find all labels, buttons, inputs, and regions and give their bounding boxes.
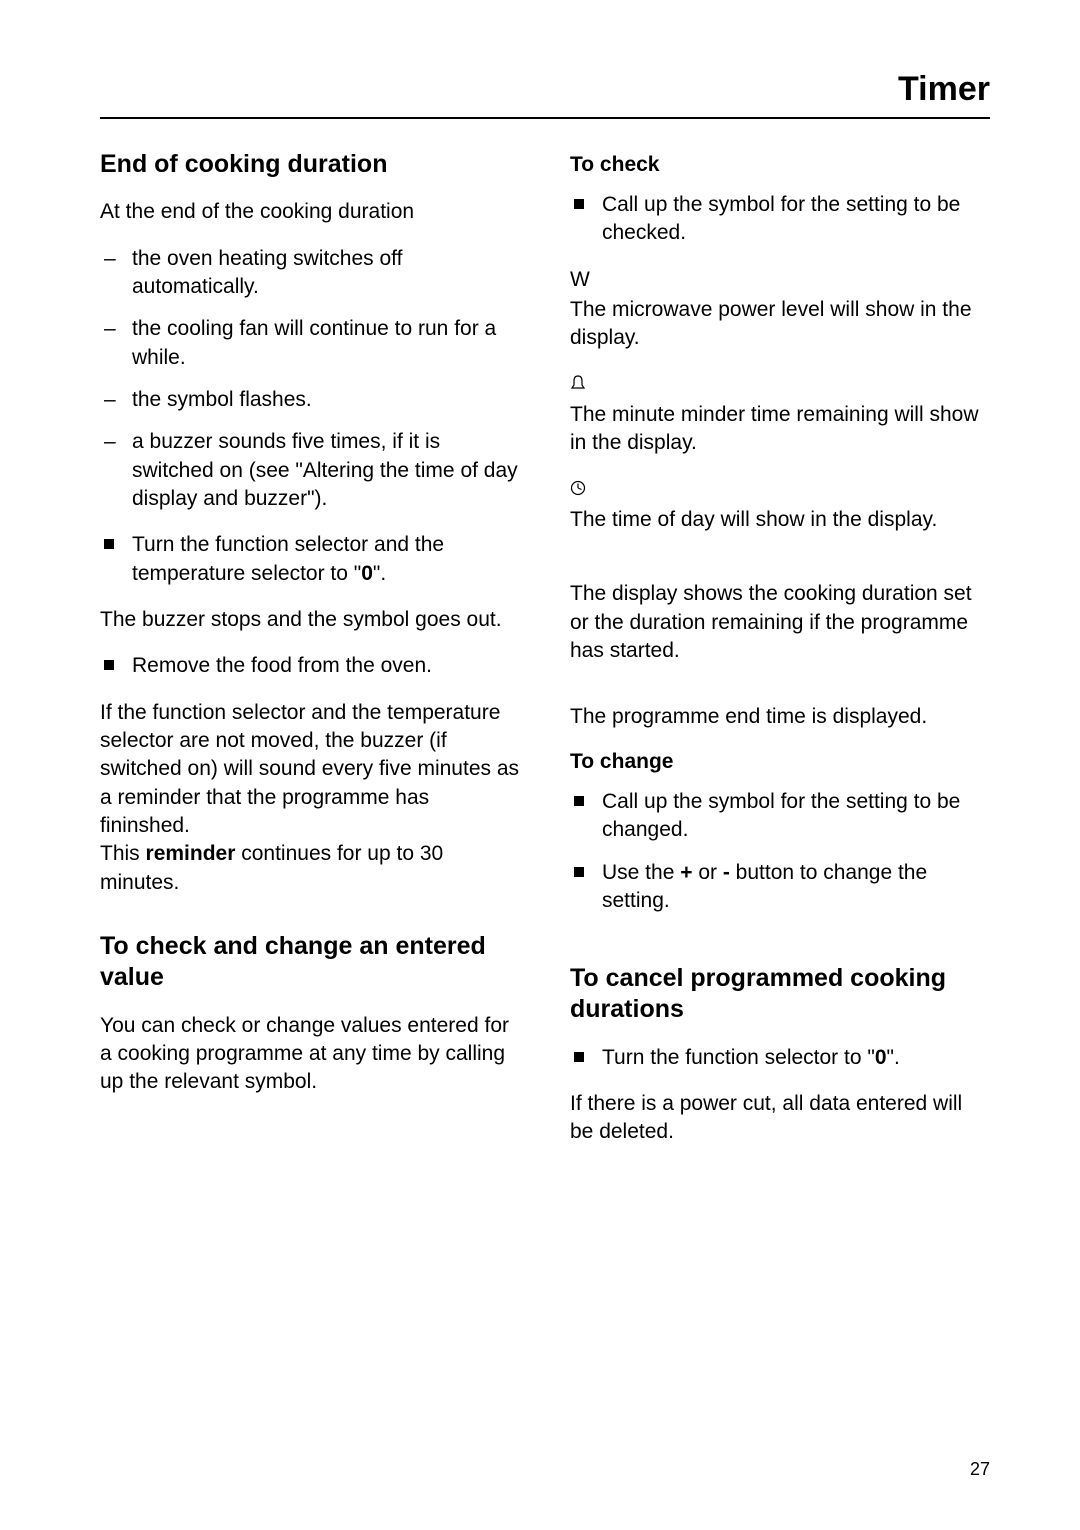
- list-item-text: Turn the function selector and the tempe…: [132, 533, 444, 584]
- list-item: the oven heating switches off automatica…: [100, 245, 520, 302]
- left-column: End of cooking duration At the end of th…: [100, 149, 520, 1165]
- content-columns: End of cooking duration At the end of th…: [100, 149, 990, 1165]
- heading-end-of-cooking: End of cooking duration: [100, 149, 520, 180]
- heading-to-change: To change: [570, 750, 990, 774]
- spacer: [570, 552, 990, 580]
- para-text: This: [100, 842, 146, 865]
- para: The display shows the cooking duration s…: [570, 580, 990, 665]
- list-item: the cooling fan will continue to run for…: [100, 315, 520, 372]
- list-item: Turn the function selector and the tempe…: [100, 531, 520, 588]
- list-item: a buzzer sounds five times, if it is swi…: [100, 428, 520, 513]
- right-column: To check Call up the symbol for the sett…: [570, 149, 990, 1165]
- list-item: Turn the function selector to "0".: [570, 1044, 990, 1072]
- bold-reminder: reminder: [146, 842, 236, 865]
- page: Timer End of cooking duration At the end…: [0, 0, 1080, 1530]
- spacer: [570, 683, 990, 703]
- symbol-row-w: W The microwave power level will show in…: [570, 266, 990, 353]
- para: The buzzer stops and the symbol goes out…: [100, 606, 520, 634]
- list-item-text: Turn the function selector to ": [602, 1046, 875, 1069]
- para: If the function selector and the tempera…: [100, 699, 520, 897]
- plus-symbol: +: [680, 861, 692, 884]
- symbol-row-clock: The time of day will show in the display…: [570, 476, 990, 535]
- page-header: Timer: [100, 70, 990, 119]
- square-list: Call up the symbol for the setting to be…: [570, 191, 990, 248]
- dash-list: the oven heating switches off automatica…: [100, 245, 520, 514]
- heading-to-check: To check: [570, 153, 990, 177]
- list-item-text: Use the: [602, 861, 680, 884]
- spacer: [100, 897, 520, 931]
- symbol-text: The minute minder time remaining will sh…: [570, 403, 979, 454]
- watt-icon: W: [570, 266, 590, 294]
- square-list: Turn the function selector and the tempe…: [100, 531, 520, 588]
- minus-symbol: -: [723, 861, 730, 884]
- square-list: Remove the food from the oven.: [100, 652, 520, 680]
- bold-zero: 0: [361, 562, 373, 585]
- page-number: 27: [970, 1459, 990, 1480]
- para: You can check or change values entered f…: [100, 1012, 520, 1097]
- square-list: Call up the symbol for the setting to be…: [570, 788, 990, 915]
- list-item-text: or: [692, 861, 722, 884]
- heading-cancel: To cancel programmed cooking durations: [570, 963, 990, 1026]
- list-item-text: ".: [887, 1046, 900, 1069]
- symbol-text: The time of day will show in the display…: [570, 508, 937, 531]
- para: If there is a power cut, all data entere…: [570, 1090, 990, 1147]
- list-item: Call up the symbol for the setting to be…: [570, 191, 990, 248]
- heading-check-change: To check and change an entered value: [100, 931, 520, 994]
- page-title: Timer: [100, 70, 990, 109]
- list-item: Use the + or - button to change the sett…: [570, 859, 990, 916]
- para-text: If the function selector and the tempera…: [100, 701, 519, 837]
- square-list: Turn the function selector to "0".: [570, 1044, 990, 1072]
- list-item: Call up the symbol for the setting to be…: [570, 788, 990, 845]
- clock-icon: [570, 476, 586, 504]
- para: At the end of the cooking duration: [100, 198, 520, 226]
- bell-icon: [570, 371, 586, 399]
- para: The programme end time is displayed.: [570, 703, 990, 731]
- list-item: the symbol flashes.: [100, 386, 520, 414]
- symbol-row-bell: The minute minder time remaining will sh…: [570, 371, 990, 458]
- list-item: Remove the food from the oven.: [100, 652, 520, 680]
- symbol-text: The microwave power level will show in t…: [570, 298, 972, 349]
- bold-zero: 0: [875, 1046, 887, 1069]
- spacer: [570, 933, 990, 963]
